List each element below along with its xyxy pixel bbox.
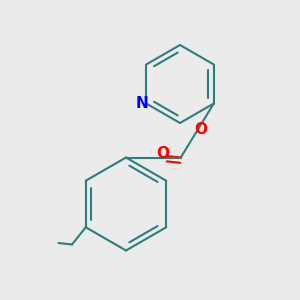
Text: O: O xyxy=(194,122,207,136)
Text: O: O xyxy=(156,146,169,160)
Text: N: N xyxy=(135,96,148,111)
